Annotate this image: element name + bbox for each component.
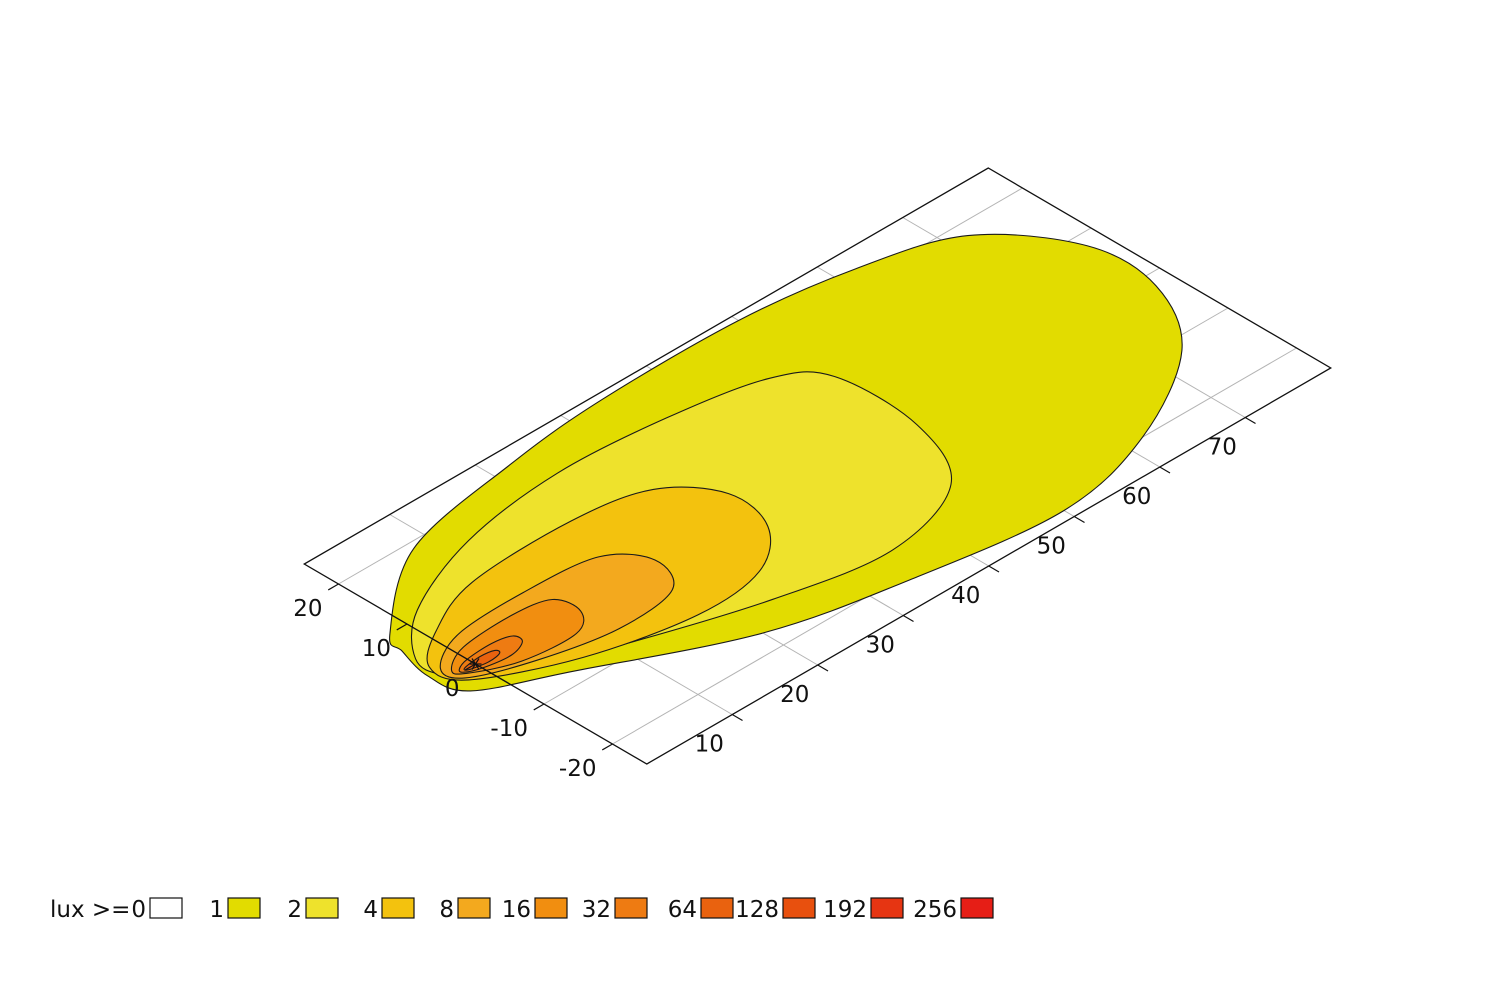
- y-tick-label: -20: [559, 756, 597, 782]
- y-tick-label: -10: [490, 716, 528, 742]
- y-tick-label: 0: [445, 676, 460, 702]
- x-tick-label: 50: [1037, 534, 1066, 560]
- x-tick-label: 40: [951, 583, 980, 609]
- x-tick-mark: [902, 614, 914, 623]
- legend-label: 16: [502, 897, 531, 923]
- frame-layer: [302, 167, 1333, 765]
- legend-swatch: [700, 897, 734, 919]
- x-tick-mark: [988, 565, 1000, 573]
- y-tick-mark: [533, 703, 545, 711]
- legend: lux >= 0 1 2 4 8 16 32 64 128 192 256: [50, 897, 994, 923]
- x-tick-label: 30: [866, 633, 895, 659]
- legend-label: 32: [582, 897, 611, 923]
- x-tick-label: 60: [1122, 484, 1151, 510]
- x-tick-mark: [1159, 466, 1171, 474]
- legend-swatch: [227, 897, 261, 919]
- x-tick-mark: [1073, 515, 1085, 524]
- x-tick-label: 20: [780, 682, 809, 708]
- legend-label: 192: [823, 897, 867, 923]
- legend-label: 1: [209, 897, 224, 923]
- y-tick-mark: [327, 583, 339, 591]
- legend-swatch: [870, 897, 904, 919]
- x-tick-mark: [1244, 416, 1256, 425]
- legend-swatch: [305, 897, 339, 919]
- legend-prefix: lux >=: [50, 897, 138, 923]
- x-tick-mark: [817, 664, 829, 672]
- y-tick-mark: [396, 623, 408, 631]
- legend-label: 256: [913, 897, 957, 923]
- legend-swatch: [782, 897, 816, 919]
- legend-label: 8: [439, 897, 454, 923]
- plot-frame: [302, 167, 1333, 765]
- y-tick-label: 10: [362, 636, 391, 662]
- contour-layer: [389, 233, 1183, 692]
- legend-label: 0: [131, 897, 146, 923]
- legend-swatch: [457, 897, 491, 919]
- x-tick-label: 70: [1208, 435, 1237, 461]
- legend-label: 4: [363, 897, 378, 923]
- x-tick-mark: [731, 713, 743, 722]
- legend-swatch: [534, 897, 568, 919]
- axis-layer: 10 20 30 40 50 60 70 -20 -10 0 10 20: [293, 416, 1256, 782]
- x-tick-label: 10: [695, 732, 724, 758]
- y-tick-label: 20: [293, 596, 322, 622]
- legend-swatch: [149, 897, 183, 919]
- y-tick-mark: [601, 743, 613, 751]
- legend-swatch: [381, 897, 415, 919]
- y-tick-mark: [464, 663, 476, 671]
- legend-label: 128: [735, 897, 779, 923]
- legend-label: 2: [287, 897, 302, 923]
- legend-swatch: [614, 897, 648, 919]
- legend-swatch: [960, 897, 994, 919]
- legend-label: 64: [668, 897, 697, 923]
